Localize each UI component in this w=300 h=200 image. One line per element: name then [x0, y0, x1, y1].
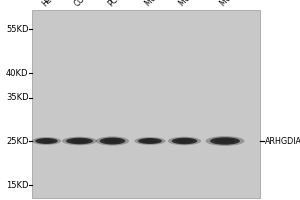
Text: ARHGDIA: ARHGDIA	[265, 136, 300, 146]
Ellipse shape	[35, 138, 58, 144]
Ellipse shape	[206, 136, 244, 146]
Ellipse shape	[168, 137, 201, 145]
Ellipse shape	[100, 138, 125, 144]
Text: 25KD: 25KD	[6, 136, 28, 146]
Ellipse shape	[39, 139, 54, 143]
Text: COS7: COS7	[73, 0, 94, 8]
Ellipse shape	[103, 139, 122, 143]
Ellipse shape	[62, 137, 97, 145]
Text: HeLa: HeLa	[40, 0, 60, 8]
Text: Mouse spleen: Mouse spleen	[178, 0, 221, 8]
Ellipse shape	[134, 137, 166, 145]
Text: Mouse kidney: Mouse kidney	[219, 0, 262, 8]
Bar	[32, 10, 260, 198]
Ellipse shape	[66, 138, 93, 144]
Text: Mouse lung: Mouse lung	[144, 0, 181, 8]
Ellipse shape	[176, 139, 194, 143]
Text: 55KD: 55KD	[6, 24, 28, 33]
Ellipse shape	[70, 139, 89, 143]
Ellipse shape	[210, 137, 240, 145]
Ellipse shape	[138, 138, 162, 144]
Ellipse shape	[96, 136, 129, 146]
Ellipse shape	[32, 137, 61, 145]
Ellipse shape	[172, 138, 197, 144]
Text: 15KD: 15KD	[6, 180, 28, 190]
Ellipse shape	[214, 138, 236, 144]
Ellipse shape	[142, 139, 158, 143]
Text: PC12: PC12	[106, 0, 126, 8]
Text: 40KD: 40KD	[6, 68, 28, 77]
Text: 35KD: 35KD	[6, 94, 28, 102]
